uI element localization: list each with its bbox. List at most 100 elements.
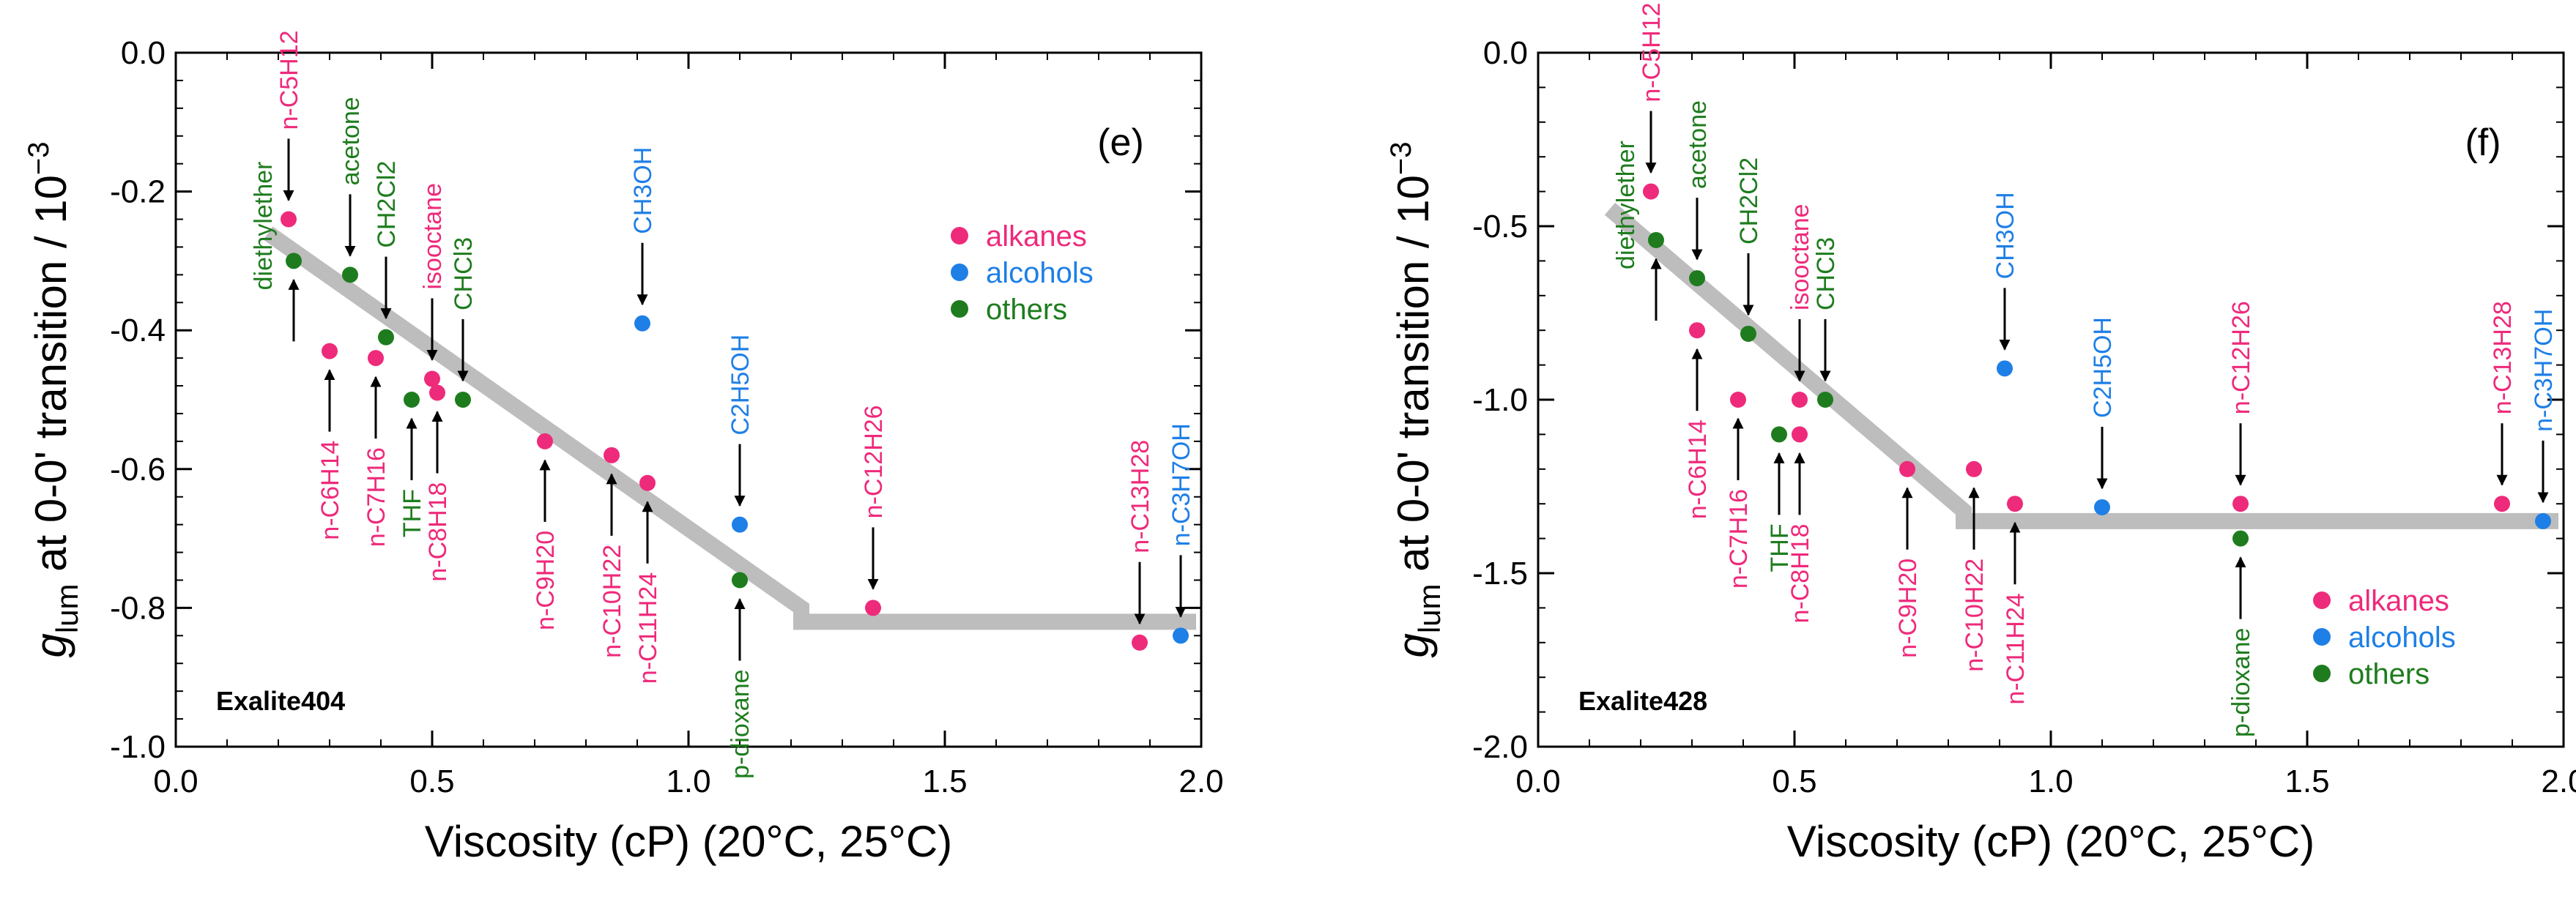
annotation-n-C8H18: n-C8H18 [1786, 426, 1814, 623]
annotation-n-C7H16: n-C7H16 [363, 350, 390, 547]
y-tick-label: -0.2 [110, 174, 166, 210]
point-label: n-C3H7OH [2530, 309, 2558, 432]
annotation-n-C12H26: n-C12H26 [2227, 301, 2255, 512]
annotation-n-C5H12: n-C5H12 [275, 30, 303, 228]
annotation-n-C10H22: n-C10H22 [598, 447, 626, 658]
data-point [1771, 426, 1787, 443]
point-label: n-C5H12 [1638, 3, 1666, 102]
point-label: CH2Cl2 [1735, 157, 1763, 245]
point-label: n-C13H28 [1126, 440, 1154, 553]
legend-marker-alcohols [2313, 628, 2331, 646]
data-point [378, 329, 394, 346]
legend-label-others: others [986, 294, 1067, 326]
data-point [732, 572, 748, 589]
y-axis-label-symbol: g [26, 633, 75, 657]
annotation-n-C11H24: n-C11H24 [2002, 496, 2030, 705]
sample-label: Exalite404 [216, 686, 345, 716]
point-label: n-C11H24 [634, 572, 662, 684]
point-label: n-C9H20 [532, 531, 560, 630]
point-label: CH2Cl2 [373, 161, 401, 248]
data-point [2232, 496, 2249, 512]
point-label: n-C6H14 [1684, 419, 1712, 519]
legend-label-others: others [2348, 658, 2430, 690]
y-tick-label: -0.6 [110, 452, 166, 488]
x-tick-label: 1.0 [2028, 764, 2073, 799]
panel-e: 0.0 0.5 1.0 1.5 2.0 0.0 -0.2 -0.4 -0.6 -0.8 -1.0 Vi… [23, 30, 1224, 866]
y-tick-label: -1.0 [110, 729, 166, 765]
point-label: n-C5H12 [275, 30, 303, 130]
annotation-n-C6H14: n-C6H14 [316, 343, 344, 540]
annotation-p-dioxane: p-dioxane [2227, 530, 2255, 737]
point-label: n-C12H26 [860, 405, 888, 518]
data-point [634, 315, 650, 332]
annotation-CHCl3: CHCl3 [450, 237, 478, 408]
y-axis-label-text: at 0-0' transition / 10 [1389, 175, 1438, 583]
y-tick-label: -1.0 [1472, 382, 1528, 418]
point-label: n-C10H22 [1961, 559, 1989, 672]
y-tick-label: -2.0 [1472, 729, 1528, 765]
point-label: n-C8H18 [1786, 523, 1814, 623]
point-label: CHCl3 [450, 237, 478, 310]
data-point [639, 474, 656, 491]
annotation-n-C7H16: n-C7H16 [1725, 392, 1753, 589]
legend: alkanes alcohols others [951, 220, 1094, 326]
y-axis-label-exponent: −3 [23, 141, 55, 175]
sample-label: Exalite428 [1578, 686, 1707, 716]
annotation-acetone: acetone [1684, 100, 1712, 287]
data-point [604, 447, 620, 463]
data-point [342, 266, 358, 283]
data-point [1132, 634, 1148, 651]
annotation-C2H5OH: C2H5OH [2089, 317, 2117, 515]
point-label: CHCl3 [1812, 237, 1840, 310]
y-tick-label: -0.8 [110, 590, 166, 626]
point-label: diethylether [250, 162, 278, 291]
panel-label: (f) [2465, 122, 2501, 164]
annotation-n-C9H20: n-C9H20 [1894, 460, 1922, 658]
data-point [1792, 426, 1808, 443]
annotation-n-C5H12: n-C5H12 [1638, 3, 1666, 200]
data-point [865, 600, 881, 616]
legend-marker-alkanes [2313, 591, 2331, 609]
point-label: diethylether [1612, 141, 1640, 269]
annotation-CH2Cl2: CH2Cl2 [1735, 157, 1763, 342]
point-label: n-C13H28 [2489, 301, 2517, 414]
annotation-isooctane: isooctane [419, 183, 447, 387]
y-tick-label: 0.0 [121, 35, 166, 71]
point-label: n-C6H14 [316, 441, 344, 540]
data-point [1648, 231, 1664, 248]
point-label: n-C3H7OH [1168, 423, 1195, 546]
y-tick-label: -0.4 [110, 313, 166, 348]
point-label: acetone [337, 97, 365, 185]
point-label: C2H5OH [2089, 317, 2117, 418]
point-label: p-dioxane [2227, 628, 2255, 737]
data-point [1966, 460, 1982, 477]
x-axis-label: Viscosity (cP) (20°C, 25°C) [425, 817, 952, 866]
annotation-CH3OH: CH3OH [1992, 192, 2019, 377]
point-label: CH3OH [629, 147, 657, 234]
point-label: C2H5OH [727, 335, 754, 436]
annotation-n-C13H28: n-C13H28 [2489, 301, 2517, 512]
point-label: n-C9H20 [1894, 559, 1922, 658]
x-tick-label: 1.5 [2284, 764, 2329, 799]
x-tick-label: 1.0 [666, 764, 710, 799]
data-point [1689, 322, 1705, 339]
annotation-CH2Cl2: CH2Cl2 [373, 161, 401, 346]
point-label: n-C7H16 [363, 447, 390, 547]
legend-marker-others [2313, 665, 2331, 682]
panel-label: (e) [1097, 122, 1144, 164]
point-label: isooctane [419, 183, 447, 290]
trend-line [263, 226, 1196, 630]
y-axis-label: glum at 0-0' transition / 10−3 [1385, 141, 1447, 657]
x-tick-label: 1.5 [922, 764, 967, 799]
data-point [286, 253, 302, 269]
point-label: THF [398, 489, 426, 537]
point-label: acetone [1684, 100, 1712, 189]
y-axis-label-text: at 0-0' transition / 10 [26, 175, 75, 583]
data-point [1740, 325, 1756, 342]
data-point [404, 392, 420, 408]
legend-label-alcohols: alcohols [2348, 622, 2456, 654]
point-label: THF [1766, 523, 1794, 572]
data-point [1997, 360, 2013, 377]
data-point [322, 343, 338, 359]
point-label: n-C7H16 [1725, 489, 1753, 589]
